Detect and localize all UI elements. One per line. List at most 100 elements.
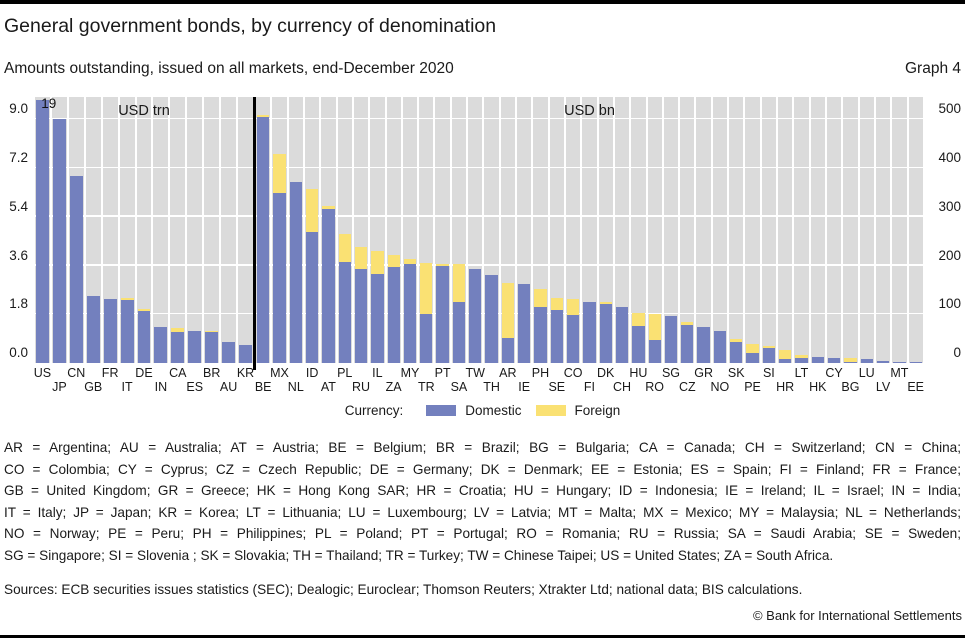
x-label-SI: SI xyxy=(762,366,775,380)
bar-MX-domestic xyxy=(273,193,286,363)
bar-LU xyxy=(860,359,873,363)
gridline-500 xyxy=(256,117,923,120)
footnote-line-2: CO = Colombia; CY = Cyprus; CZ = Czech R… xyxy=(4,461,961,477)
bar-column-ID: ID xyxy=(305,97,322,380)
bar-AR-domestic xyxy=(501,338,514,363)
bar-HU-domestic xyxy=(632,325,645,363)
bar-NO xyxy=(713,330,727,363)
bar-IN-domestic xyxy=(154,326,168,363)
bar-column-PE: PE xyxy=(744,97,762,394)
x-label-IN: IN xyxy=(154,380,168,394)
x-label-RO: RO xyxy=(645,380,665,394)
x-label-IL: IL xyxy=(372,366,383,380)
bar-MT xyxy=(893,361,906,363)
bar-CY xyxy=(827,358,841,363)
bar-column-SI: SI xyxy=(762,97,778,380)
x-label-SG: SG xyxy=(661,366,680,380)
bar-column-MY: MY xyxy=(401,97,419,380)
bar-DK-foreign xyxy=(599,302,612,305)
tick-label-200: 200 xyxy=(938,247,961,263)
bar-SE xyxy=(550,297,563,363)
bar-IT xyxy=(120,298,134,363)
bar-SA-foreign xyxy=(452,263,466,302)
x-label-ID: ID xyxy=(305,366,319,380)
bar-column-NL: NL xyxy=(288,97,305,394)
bar-CA xyxy=(171,327,185,363)
bar-CN xyxy=(69,176,83,363)
bar-column-SE: SE xyxy=(548,97,566,394)
bar-LT-foreign xyxy=(795,355,808,358)
bar-ES-domestic xyxy=(188,330,202,363)
x-label-FR: FR xyxy=(101,366,119,380)
bar-column-GB: GB xyxy=(84,97,103,394)
bar-BE xyxy=(257,114,270,363)
x-label-KR: KR xyxy=(236,366,255,380)
gridline-3.6 xyxy=(35,264,253,266)
y-axis-left: 0.0 1.8 3.6 5.4 7.2 9.0 xyxy=(0,97,30,363)
bar-BR-foreign xyxy=(205,331,219,333)
bar-IT-domestic xyxy=(120,299,134,363)
x-label-HR: HR xyxy=(776,380,795,394)
x-label-CZ: CZ xyxy=(678,380,696,394)
bar-column-PT: PT xyxy=(435,97,452,380)
bar-column-FR: FR xyxy=(102,97,120,380)
footnote-line-1: AR = Argentina; AU = Australia; AT = Aus… xyxy=(4,440,961,455)
bar-CO-domestic xyxy=(566,314,580,363)
bar-column-LT: LT xyxy=(794,97,811,380)
bar-SA-domestic xyxy=(452,301,466,363)
bar-MX xyxy=(273,153,286,363)
bar-CH-domestic xyxy=(615,306,629,363)
bar-PE-domestic xyxy=(746,353,759,363)
bar-column-PL: PL xyxy=(337,97,354,380)
bar-GB xyxy=(86,295,100,363)
tick-label-3.6: 3.6 xyxy=(9,247,28,263)
bar-column-ES: ES xyxy=(186,97,205,394)
x-label-IT: IT xyxy=(121,380,133,394)
bar-RO-domestic xyxy=(648,340,661,363)
bar-AT-foreign xyxy=(322,206,335,210)
bar-column-AR: AR xyxy=(499,97,517,380)
bar-column-LV: LV xyxy=(876,97,893,394)
gridline-400 xyxy=(256,166,923,169)
bar-CZ-domestic xyxy=(681,325,694,363)
bar-NO-domestic xyxy=(713,330,727,363)
bar-column-IE: IE xyxy=(517,97,534,394)
bar-DE-domestic xyxy=(137,311,151,363)
page-title: General government bonds, by currency of… xyxy=(4,15,497,37)
bar-RO-foreign xyxy=(648,314,661,341)
bar-column-HU: HU xyxy=(629,97,648,380)
bar-FI-domestic xyxy=(583,302,596,363)
bar-TW-domestic xyxy=(469,268,482,363)
bar-SE-domestic xyxy=(550,310,563,363)
bar-RU xyxy=(354,247,368,363)
legend-label-domestic: Domestic xyxy=(465,403,522,418)
x-label-SA: SA xyxy=(450,380,468,394)
x-label-PH: PH xyxy=(531,366,550,380)
x-label-NO: NO xyxy=(710,380,730,394)
bar-BR xyxy=(205,331,219,363)
x-label-NL: NL xyxy=(287,380,304,394)
gridline-9.0 xyxy=(35,117,253,120)
x-label-BE: BE xyxy=(254,380,272,394)
tick-label-0.0: 0.0 xyxy=(9,345,28,360)
bar-HU-foreign xyxy=(632,312,645,326)
x-label-AR: AR xyxy=(499,366,517,380)
bar-CN-domestic xyxy=(69,176,83,363)
tick-label-9.0: 9.0 xyxy=(9,101,28,117)
bar-LT xyxy=(795,355,808,363)
bar-column-IN: IN xyxy=(153,97,171,394)
bar-CH xyxy=(615,306,629,363)
bar-TR-domestic xyxy=(420,313,433,363)
bar-HK-domestic xyxy=(811,357,824,363)
bar-AU xyxy=(222,341,236,363)
bar-EE-domestic xyxy=(909,362,922,363)
bar-JP-domestic xyxy=(52,119,66,363)
bar-BE-domestic xyxy=(257,117,270,363)
bar-LT-domestic xyxy=(795,357,808,363)
bar-BE-foreign xyxy=(257,114,270,118)
bar-AT-domestic xyxy=(322,209,335,363)
x-label-CN: CN xyxy=(67,366,86,380)
bar-column-HR: HR xyxy=(776,97,795,394)
tick-label-400: 400 xyxy=(938,150,961,166)
